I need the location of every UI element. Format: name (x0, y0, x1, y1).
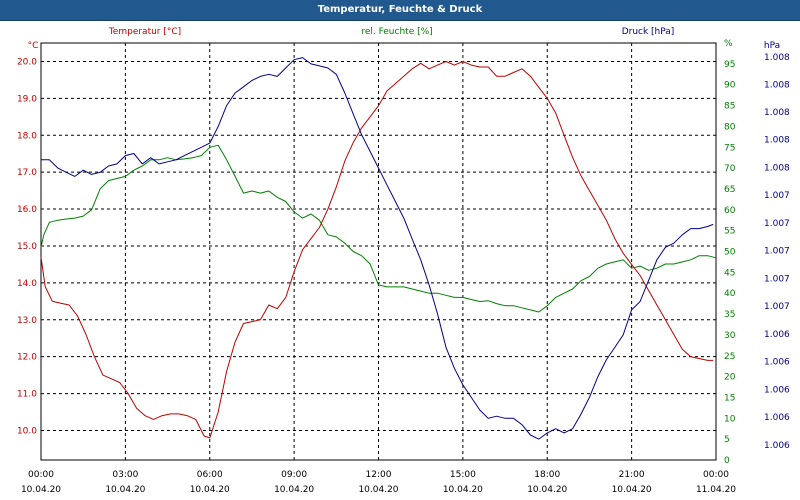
right1-tick-label: 15 (724, 393, 735, 403)
left-tick-label: 12.0 (17, 353, 37, 363)
x-tick-time: 15:00 (450, 470, 476, 480)
right2-tick-label: 1.007 (764, 247, 790, 257)
right1-tick-label: 25 (724, 352, 735, 362)
left-tick-label: 19.0 (17, 94, 37, 104)
pressure-line (41, 57, 714, 440)
right1-tick-label: 65 (724, 185, 735, 195)
left-tick-label: 10.0 (17, 426, 37, 436)
x-tick-time: 18:00 (534, 470, 560, 480)
right2-tick-label: 1.006 (764, 358, 790, 368)
x-tick-date: 10.04.20 (105, 485, 145, 495)
legend-temperature: Temperatur [°C] (108, 27, 181, 37)
right2-tick-label: 1.008 (764, 136, 790, 146)
right2-tick-label: 1.008 (764, 80, 790, 90)
left-tick-label: 16.0 (17, 205, 37, 215)
left-tick-label: 14.0 (17, 279, 37, 289)
right1-tick-label: 10 (724, 414, 736, 424)
series-lines (40, 57, 717, 440)
x-tick-date: 10.04.20 (443, 485, 483, 495)
x-tick-date: 10.04.20 (612, 485, 652, 495)
plot-area (40, 42, 717, 461)
right2-tick-label: 1.006 (764, 386, 790, 396)
right1-tick-label: 50 (724, 248, 736, 258)
right2-tick-label: 1.007 (764, 191, 790, 201)
right1-tick-label: 45 (724, 268, 735, 278)
right1-tick-label: 20 (724, 373, 736, 383)
legend-humidity: rel. Feuchte [%] (361, 27, 432, 37)
x-tick-time: 06:00 (197, 470, 223, 480)
right1-tick-label: 80 (724, 122, 736, 132)
x-tick-date: 10.04.20 (358, 485, 398, 495)
right1-tick-label: 60 (724, 206, 736, 216)
right2-tick-label: 1.006 (764, 413, 790, 423)
right1-tick-label: 35 (724, 310, 735, 320)
right2-tick-label: 1.008 (764, 53, 790, 63)
tick-labels: 00:00 10.04.20 03:00 10.04.20 06:00 10.04.20 0… (17, 39, 790, 495)
x-tick-time: 12:00 (366, 470, 392, 480)
right2-tick-label: 1.008 (764, 108, 790, 118)
right2-tick-label: 1.006 (764, 330, 790, 340)
left-tick-label: 11.0 (17, 390, 37, 400)
x-tick-date: 10.04.20 (274, 485, 314, 495)
left-tick-label: 18.0 (17, 131, 37, 141)
right1-tick-label: 0 (724, 456, 730, 466)
x-tick-time: 21:00 (619, 470, 645, 480)
right1-tick-label: % (724, 39, 733, 49)
right1-tick-label: 5 (724, 435, 730, 445)
x-tick-time: 03:00 (112, 470, 138, 480)
temperature-line (40, 61, 714, 439)
right1-tick-label: 40 (724, 289, 736, 299)
right2-tick-label: 1.007 (764, 275, 790, 285)
x-tick-time: 00:00 (703, 470, 729, 480)
grid-lines (41, 43, 716, 460)
right1-tick-label: 85 (724, 102, 735, 112)
left-tick-label: 13.0 (17, 316, 37, 326)
right2-tick-label: 1.007 (764, 219, 790, 229)
x-tick-date: 10.04.20 (21, 485, 61, 495)
right1-tick-label: 90 (724, 81, 736, 91)
x-tick-date: 10.04.20 (190, 485, 230, 495)
right2-tick-label: 1.007 (764, 302, 790, 312)
legend-pressure: Druck [hPa] (622, 27, 675, 37)
right1-tick-label: 95 (724, 60, 735, 70)
x-tick-date: 10.04.20 (527, 485, 567, 495)
right2-tick-label: 1.006 (764, 441, 790, 451)
right1-tick-label: 30 (724, 331, 736, 341)
chart-title: Temperatur, Feuchte & Druck (0, 0, 800, 21)
right2-tick-label: 1.008 (764, 164, 790, 174)
right2-axis-unit: hPa (764, 41, 780, 51)
x-tick-time: 00:00 (28, 470, 54, 480)
x-tick-time: 09:00 (281, 470, 307, 480)
x-tick-date: 11.04.20 (696, 485, 736, 495)
right1-tick-label: 70 (724, 164, 736, 174)
left-tick-label: 20.0 (17, 57, 37, 67)
left-tick-label: 15.0 (17, 242, 37, 252)
right1-tick-label: 55 (724, 227, 735, 237)
left-axis-unit: °C (28, 41, 39, 51)
humidity-line (40, 144, 717, 313)
left-tick-label: 17.0 (17, 168, 37, 178)
right1-tick-label: 75 (724, 143, 735, 153)
